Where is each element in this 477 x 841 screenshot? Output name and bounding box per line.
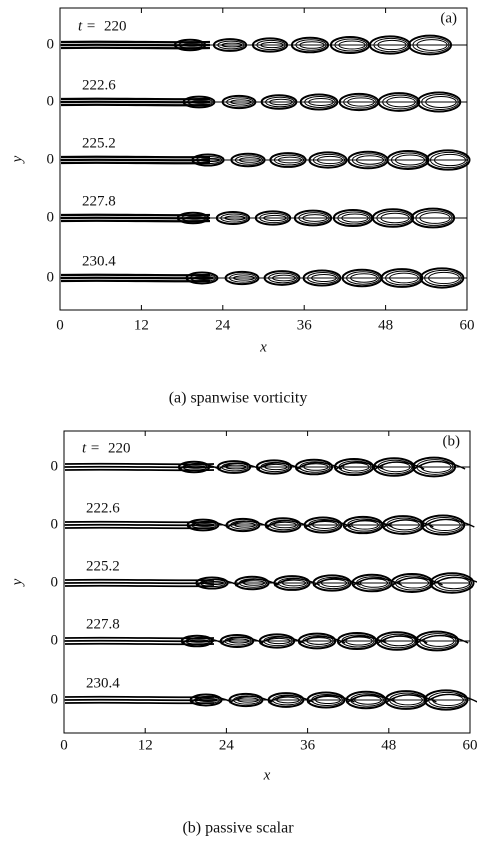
x-axis-label: x bbox=[259, 339, 267, 355]
x-tick-label: 24 bbox=[215, 317, 231, 333]
x-tick-label: 36 bbox=[297, 317, 313, 333]
time-label: 227.8 bbox=[86, 616, 120, 632]
contour-row bbox=[60, 207, 467, 229]
y-tick-label: 0 bbox=[51, 691, 59, 707]
y-axis-label: y bbox=[9, 578, 25, 587]
contour bbox=[185, 216, 205, 220]
time-label: 220 bbox=[104, 18, 127, 34]
contour-band bbox=[60, 100, 211, 104]
x-tick-label: 48 bbox=[381, 737, 396, 753]
contour bbox=[173, 38, 207, 52]
contour bbox=[176, 211, 210, 225]
caption: (a) spanwise vorticity bbox=[169, 390, 308, 407]
time-label: 222.6 bbox=[86, 500, 120, 516]
x-tick-label: 0 bbox=[56, 317, 64, 333]
contour-row bbox=[64, 689, 477, 711]
contour bbox=[189, 639, 209, 643]
contour-band bbox=[60, 43, 211, 47]
x-tick-label: 60 bbox=[460, 317, 475, 333]
y-axis-label: y bbox=[9, 155, 25, 164]
y-tick-label: 0 bbox=[47, 209, 55, 225]
y-tick-label: 0 bbox=[51, 574, 59, 590]
y-tick-label: 0 bbox=[47, 36, 55, 52]
y-tick-label: 0 bbox=[51, 632, 59, 648]
x-axis-label: x bbox=[263, 767, 271, 783]
contour bbox=[424, 693, 477, 704]
contour-band bbox=[64, 465, 215, 469]
contour-band bbox=[60, 161, 211, 165]
contour bbox=[180, 634, 214, 648]
contour-row bbox=[64, 572, 477, 594]
time-symbol: t = bbox=[82, 440, 100, 456]
contour bbox=[430, 576, 477, 587]
time-label: 225.2 bbox=[82, 135, 116, 151]
time-label: 222.6 bbox=[82, 77, 116, 93]
y-tick-label: 0 bbox=[47, 151, 55, 167]
panel-label: (a) bbox=[440, 10, 457, 26]
contour-band bbox=[60, 155, 211, 159]
contour-band bbox=[64, 581, 215, 585]
contour bbox=[177, 460, 211, 474]
y-tick-label: 0 bbox=[47, 269, 55, 285]
contour-band bbox=[60, 216, 211, 220]
contour bbox=[182, 43, 202, 47]
contour-band bbox=[64, 698, 215, 702]
contour-row bbox=[60, 34, 467, 56]
contour bbox=[178, 41, 204, 49]
time-label: 230.4 bbox=[86, 675, 120, 691]
time-label: 227.8 bbox=[82, 193, 116, 209]
contour-row bbox=[64, 630, 470, 652]
x-tick-label: 60 bbox=[463, 737, 477, 753]
time-label: 220 bbox=[108, 440, 131, 456]
time-label: 230.4 bbox=[82, 253, 116, 269]
contour bbox=[186, 465, 206, 469]
x-tick-label: 24 bbox=[219, 737, 235, 753]
contour-band bbox=[64, 584, 215, 588]
contour-band bbox=[64, 639, 215, 643]
contour-row bbox=[64, 456, 470, 478]
x-tick-label: 48 bbox=[378, 317, 393, 333]
y-tick-label: 0 bbox=[47, 93, 55, 109]
x-tick-label: 12 bbox=[138, 737, 153, 753]
plot-frame bbox=[63, 430, 471, 734]
caption: (b) passive scalar bbox=[182, 820, 294, 837]
y-tick-label: 0 bbox=[51, 516, 59, 532]
contour-row bbox=[60, 91, 467, 113]
x-tick-label: 12 bbox=[134, 317, 149, 333]
y-tick-label: 0 bbox=[51, 458, 59, 474]
contour-band bbox=[60, 158, 211, 162]
contour-row bbox=[60, 149, 471, 171]
time-symbol: t = bbox=[78, 18, 96, 34]
time-label: 225.2 bbox=[86, 558, 120, 574]
panel-label: (b) bbox=[443, 433, 461, 449]
contour-band bbox=[64, 523, 215, 527]
contour-row bbox=[64, 514, 475, 536]
x-tick-label: 36 bbox=[300, 737, 316, 753]
contour-band bbox=[64, 578, 215, 582]
contour bbox=[181, 214, 207, 222]
contour-band bbox=[60, 276, 211, 280]
x-tick-label: 0 bbox=[60, 737, 68, 753]
contour-row bbox=[60, 267, 467, 289]
